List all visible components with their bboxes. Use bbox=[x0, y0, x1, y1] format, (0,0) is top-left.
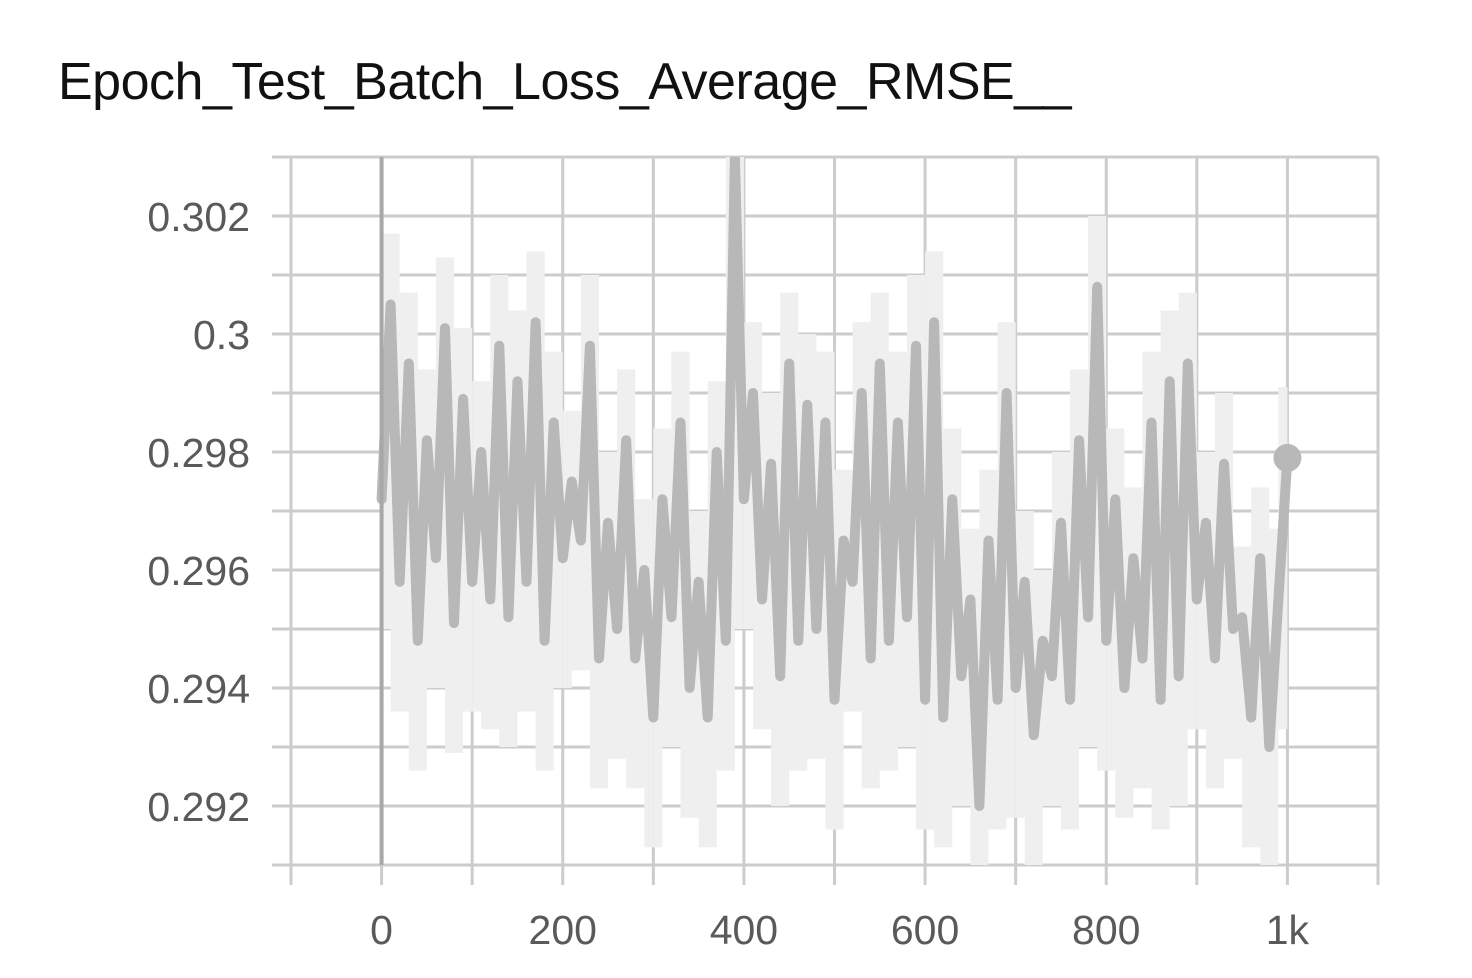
x-tick-label: 0 bbox=[370, 907, 393, 953]
series-line bbox=[376, 157, 1293, 811]
y-tick-label: 0.294 bbox=[147, 666, 250, 712]
y-tick-label: 0.3 bbox=[193, 312, 250, 358]
smoothed-series bbox=[376, 157, 1302, 811]
y-tick-label: 0.298 bbox=[147, 430, 250, 476]
y-tick-label: 0.296 bbox=[147, 548, 250, 594]
x-tick-label: 800 bbox=[1072, 907, 1140, 953]
axes: 0.292 0.294 0.296 0.298 0.3 0.302 0 200 400 600 80… bbox=[147, 157, 1310, 953]
raw-band bbox=[843, 469, 853, 712]
chart-title: Epoch_Test_Batch_Loss_Average_RMSE__ bbox=[58, 53, 1072, 111]
x-tick-label: 1k bbox=[1266, 907, 1310, 953]
raw-band bbox=[1233, 546, 1243, 759]
y-tick-label: 0.302 bbox=[147, 194, 250, 240]
raw-band bbox=[1042, 570, 1052, 806]
y-tick-label: 0.292 bbox=[147, 784, 250, 830]
series-end-point bbox=[1273, 443, 1302, 472]
x-tick-label: 600 bbox=[891, 907, 959, 953]
x-tick-label: 400 bbox=[710, 907, 778, 953]
x-tick-label: 200 bbox=[529, 907, 597, 953]
